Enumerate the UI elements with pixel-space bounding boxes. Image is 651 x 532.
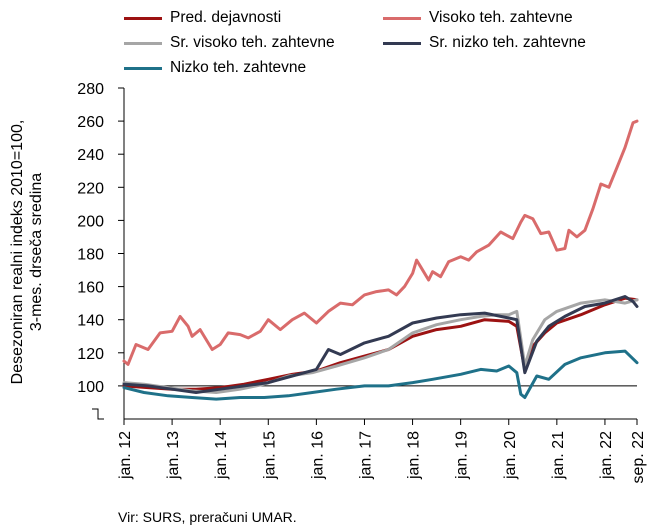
x-tick-label: sep. 22	[630, 431, 647, 484]
legend-label: Nizko teh. zahtevne	[170, 59, 307, 76]
source-note: Vir: SURS, preračuni UMAR.	[118, 509, 297, 525]
y-tick-label: 120	[77, 346, 104, 363]
legend-label: Pred. dejavnosti	[170, 9, 282, 26]
series-line	[122, 119, 639, 366]
legend-swatch	[124, 16, 162, 20]
legend-swatch	[383, 41, 421, 45]
legend-label: Visoko teh. zahtevne	[429, 9, 573, 26]
legend-item-nizko-teh-zahtevne: Nizko teh. zahtevne	[124, 59, 306, 77]
legend-item-visoko-teh-zahtevne: Visoko teh. zahtevne	[383, 9, 573, 27]
x-tick-label: jan. 18	[406, 431, 423, 480]
legend-item-sr-visoko-teh-zahtevne: Sr. visoko teh. zahtevne	[124, 34, 335, 52]
legend-item-pred-dejavnosti: Pred. dejavnosti	[124, 9, 281, 27]
y-axis-label-line: Desezoniran realni indeks 2010=100,	[9, 119, 26, 385]
y-axis-label-line: 3-mes. drseča sredina	[28, 172, 45, 332]
x-tick-label: jan. 16	[309, 431, 326, 480]
legend-swatch	[124, 41, 162, 45]
series-layer	[122, 119, 639, 401]
series-line	[122, 298, 639, 394]
y-tick-label: 140	[77, 313, 104, 330]
x-tick-label: jan. 20	[502, 431, 519, 480]
x-tick-label: jan. 22	[598, 431, 615, 480]
legend-item-sr-nizko-teh-zahtevne: Sr. nizko teh. zahtevne	[383, 34, 586, 52]
y-tick-label: 260	[77, 114, 104, 131]
legend-swatch	[124, 66, 162, 70]
x-tick-label: jan. 15	[261, 431, 278, 480]
y-axis-label: Desezoniran realni indeks 2010=100, 3-me…	[8, 102, 46, 402]
y-tick-label: 160	[77, 280, 104, 297]
series-line	[122, 296, 639, 391]
legend-label: Sr. nizko teh. zahtevne	[429, 34, 586, 51]
legend-swatch	[383, 16, 421, 20]
x-tick-label: jan. 19	[454, 431, 471, 480]
x-tick-label: jan. 14	[213, 431, 230, 480]
y-tick-label: 180	[77, 247, 104, 264]
x-tick-label: jan. 17	[357, 431, 374, 480]
axes: 100 120 140 160 180 200 220 240 260 280 jan. 12 jan…	[77, 81, 647, 483]
y-tick-label: 220	[77, 180, 104, 197]
series-line	[122, 349, 639, 401]
y-tick-label: 240	[77, 147, 104, 164]
axis-break-icon	[92, 408, 104, 420]
x-tick-label: jan. 13	[165, 431, 182, 480]
y-tick-label: 100	[77, 379, 104, 396]
y-tick-label: 280	[77, 81, 104, 98]
y-tick-label: 200	[77, 213, 104, 230]
legend-label: Sr. visoko teh. zahtevne	[170, 34, 335, 51]
x-tick-label: jan. 12	[117, 431, 134, 480]
series-line	[122, 295, 639, 394]
x-tick-label: jan. 21	[550, 431, 567, 480]
